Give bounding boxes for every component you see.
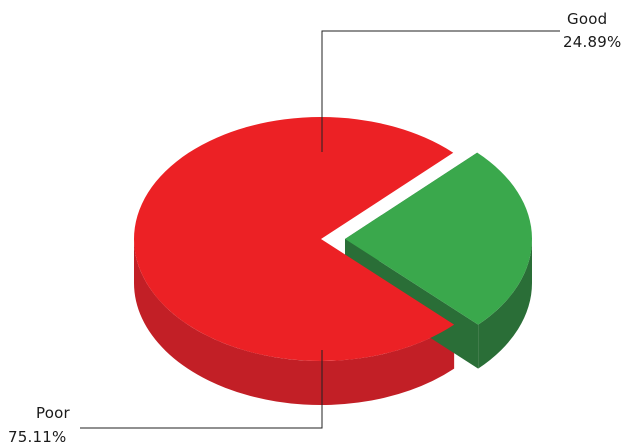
slice-top-good — [344, 152, 532, 325]
leader-line-good — [321, 30, 560, 152]
slice-rim-poor — [134, 239, 455, 405]
slice-label-poor: Poor — [36, 404, 70, 422]
slice-rim-good — [478, 238, 532, 369]
slice-label-good: Good — [567, 10, 607, 28]
slice-value-good: 24.89% — [563, 33, 621, 51]
slice-value-poor: 75.11% — [8, 428, 66, 446]
slice-sides — [134, 238, 532, 405]
leader-line-poor — [80, 350, 323, 429]
slice-top-poor — [133, 116, 455, 361]
slice-tops — [133, 116, 532, 361]
